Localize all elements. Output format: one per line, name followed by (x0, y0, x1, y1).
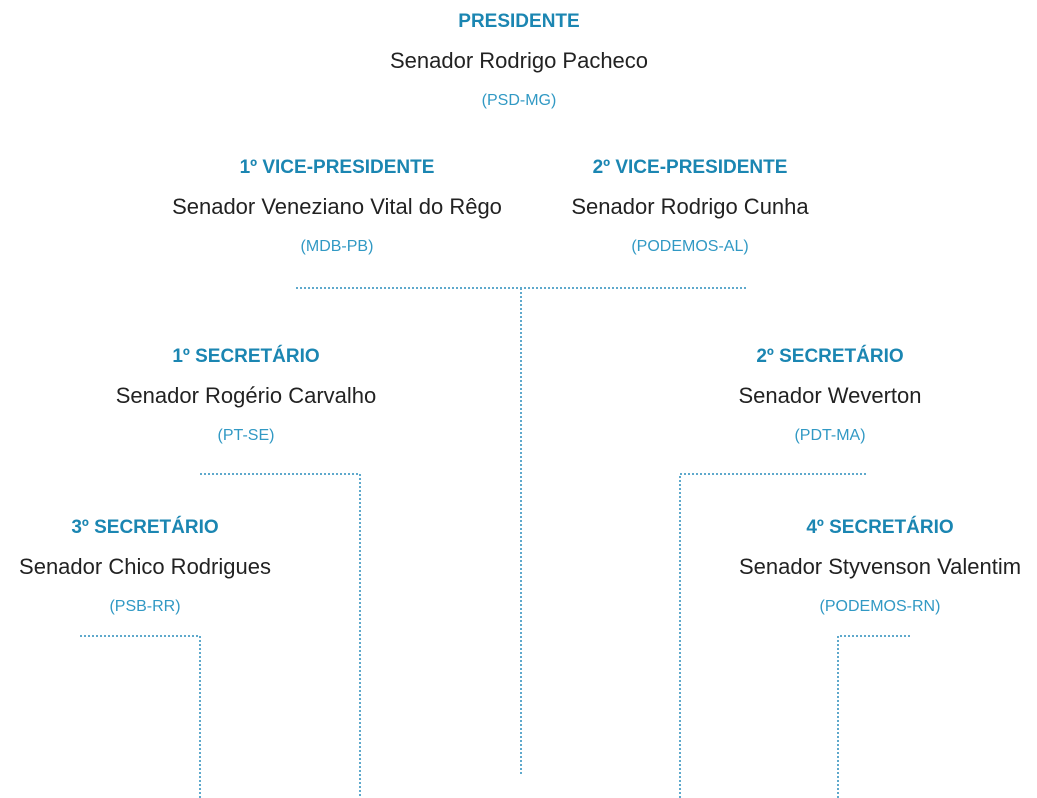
party: (PSD-MG) (482, 92, 557, 109)
name: Senador Chico Rodrigues (19, 554, 271, 579)
party: (PT-SE) (218, 427, 275, 444)
connector (679, 473, 866, 798)
connector (296, 287, 746, 775)
party: (MDB-PB) (301, 238, 374, 255)
connector (80, 635, 201, 798)
connectors (80, 287, 910, 798)
party: (PODEMOS-RN) (820, 598, 941, 615)
party: (PDT-MA) (794, 427, 865, 444)
name: Senador Rodrigo Pacheco (390, 48, 648, 73)
name: Senador Rogério Carvalho (116, 383, 377, 408)
role: 2º SECRETÁRIO (756, 345, 903, 367)
connector (200, 473, 361, 798)
role: 3º SECRETÁRIO (71, 516, 218, 538)
role: PRESIDENTE (458, 11, 579, 32)
name: Senador Weverton (738, 383, 921, 408)
role: 1º SECRETÁRIO (172, 345, 319, 367)
name: Senador Rodrigo Cunha (571, 194, 809, 219)
party: (PODEMOS-AL) (631, 238, 748, 255)
role: 4º SECRETÁRIO (806, 516, 953, 538)
name: Senador Veneziano Vital do Rêgo (172, 194, 502, 219)
party: (PSB-RR) (109, 598, 180, 615)
role: 1º VICE-PRESIDENTE (240, 157, 435, 178)
name: Senador Styvenson Valentim (739, 554, 1021, 579)
connector (837, 635, 910, 798)
role: 2º VICE-PRESIDENTE (593, 157, 788, 178)
